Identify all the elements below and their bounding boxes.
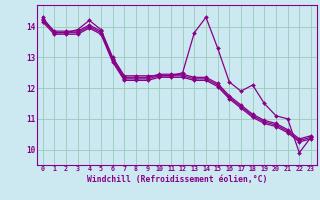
X-axis label: Windchill (Refroidissement éolien,°C): Windchill (Refroidissement éolien,°C): [87, 175, 267, 184]
